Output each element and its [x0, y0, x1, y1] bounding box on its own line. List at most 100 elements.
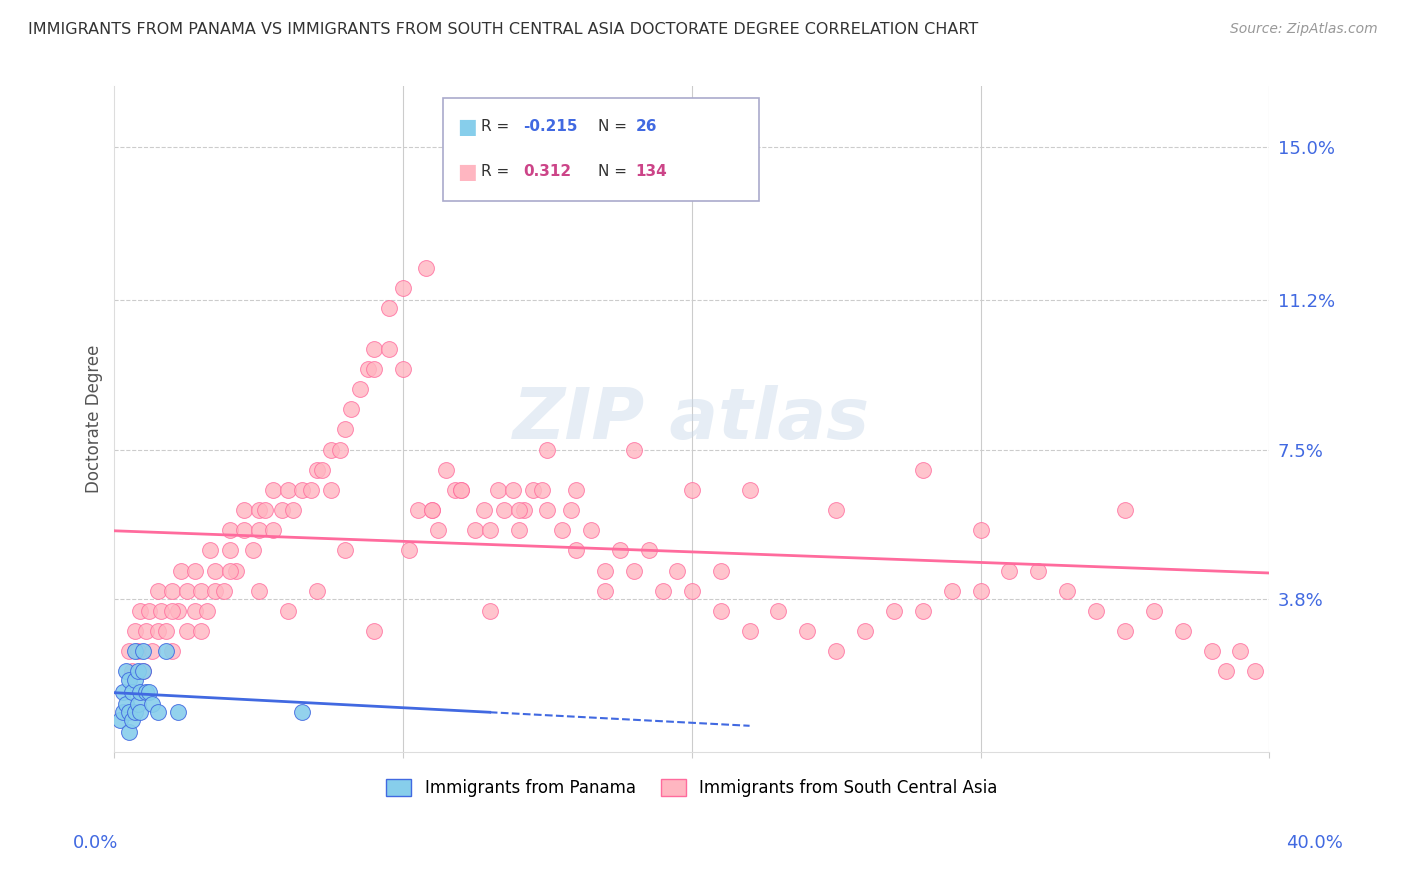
- Point: [551, 523, 574, 537]
- Point: [176, 624, 198, 639]
- Text: N =: N =: [598, 164, 631, 179]
- Point: [141, 644, 163, 658]
- Point: [710, 604, 733, 618]
- Point: [450, 483, 472, 497]
- Text: N =: N =: [598, 120, 631, 135]
- Point: [478, 604, 501, 618]
- Point: [340, 402, 363, 417]
- Point: [494, 503, 516, 517]
- Y-axis label: Doctorate Degree: Doctorate Degree: [86, 345, 103, 493]
- Point: [565, 543, 588, 558]
- Point: [1143, 604, 1166, 618]
- Point: [420, 503, 443, 517]
- Point: [138, 604, 160, 618]
- Point: [377, 301, 399, 316]
- Point: [283, 503, 305, 517]
- Point: [329, 442, 352, 457]
- Point: [335, 422, 357, 436]
- Point: [530, 483, 553, 497]
- Point: [825, 503, 848, 517]
- Point: [623, 564, 645, 578]
- Text: 134: 134: [636, 164, 668, 179]
- Point: [204, 564, 226, 578]
- Point: [118, 673, 141, 687]
- Point: [233, 503, 256, 517]
- Point: [247, 503, 270, 517]
- Point: [160, 604, 183, 618]
- Point: [132, 665, 155, 679]
- Text: Source: ZipAtlas.com: Source: ZipAtlas.com: [1230, 22, 1378, 37]
- Text: ■: ■: [457, 117, 477, 136]
- Point: [225, 564, 247, 578]
- Point: [319, 442, 342, 457]
- Point: [262, 523, 284, 537]
- Point: [190, 624, 212, 639]
- Text: 0.0%: 0.0%: [73, 834, 118, 852]
- Text: IMMIGRANTS FROM PANAMA VS IMMIGRANTS FROM SOUTH CENTRAL ASIA DOCTORATE DEGREE CO: IMMIGRANTS FROM PANAMA VS IMMIGRANTS FRO…: [28, 22, 979, 37]
- Point: [738, 624, 761, 639]
- Point: [579, 523, 602, 537]
- Point: [738, 483, 761, 497]
- Text: -0.215: -0.215: [523, 120, 578, 135]
- Point: [710, 564, 733, 578]
- Point: [565, 483, 588, 497]
- Point: [1171, 624, 1194, 639]
- Point: [160, 644, 183, 658]
- Point: [121, 665, 143, 679]
- Point: [1229, 644, 1251, 658]
- Point: [911, 604, 934, 618]
- Point: [291, 483, 314, 497]
- Text: R =: R =: [481, 120, 515, 135]
- Point: [270, 503, 292, 517]
- Point: [118, 644, 141, 658]
- Point: [508, 523, 530, 537]
- Point: [124, 673, 146, 687]
- Point: [127, 644, 149, 658]
- Point: [219, 523, 242, 537]
- Point: [426, 523, 449, 537]
- Text: 40.0%: 40.0%: [1286, 834, 1343, 852]
- Point: [319, 483, 342, 497]
- Point: [108, 713, 131, 727]
- Point: [1114, 503, 1136, 517]
- Point: [132, 665, 155, 679]
- Point: [118, 725, 141, 739]
- Point: [129, 705, 152, 719]
- Point: [277, 483, 299, 497]
- Point: [392, 361, 415, 376]
- Point: [212, 583, 235, 598]
- Point: [129, 604, 152, 618]
- Point: [335, 543, 357, 558]
- Point: [160, 583, 183, 598]
- Point: [363, 361, 385, 376]
- Point: [124, 624, 146, 639]
- Point: [127, 665, 149, 679]
- Point: [1026, 564, 1049, 578]
- Point: [1114, 624, 1136, 639]
- Point: [121, 684, 143, 698]
- Point: [998, 564, 1021, 578]
- Text: ZIP atlas: ZIP atlas: [513, 384, 870, 454]
- Text: 26: 26: [636, 120, 657, 135]
- Point: [112, 705, 135, 719]
- Point: [652, 583, 675, 598]
- Point: [1085, 604, 1108, 618]
- Point: [127, 697, 149, 711]
- Point: [121, 713, 143, 727]
- Point: [1215, 665, 1237, 679]
- Point: [155, 644, 177, 658]
- Point: [1244, 665, 1267, 679]
- Point: [911, 463, 934, 477]
- Point: [242, 543, 264, 558]
- Point: [522, 483, 544, 497]
- Point: [118, 705, 141, 719]
- Text: R =: R =: [481, 164, 515, 179]
- Point: [170, 564, 193, 578]
- Point: [363, 342, 385, 356]
- Point: [450, 483, 472, 497]
- Point: [420, 503, 443, 517]
- Point: [190, 583, 212, 598]
- Point: [377, 342, 399, 356]
- Point: [219, 564, 242, 578]
- Point: [464, 523, 486, 537]
